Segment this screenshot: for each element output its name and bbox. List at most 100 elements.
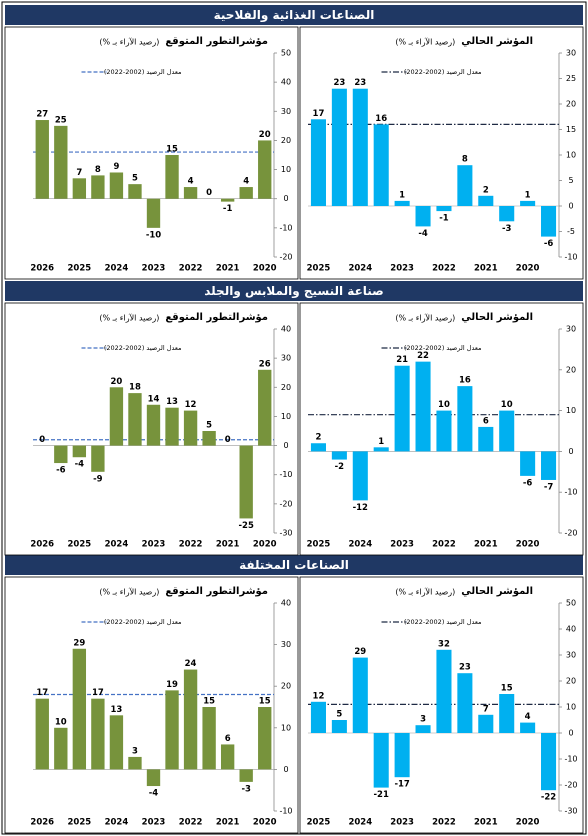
bar bbox=[415, 725, 431, 733]
x-tick-label: 2024 bbox=[105, 818, 129, 828]
bar bbox=[499, 694, 515, 733]
bar bbox=[331, 88, 347, 206]
bar bbox=[183, 669, 198, 770]
x-tick-label: 2025 bbox=[307, 264, 331, 274]
value-label: 24 bbox=[185, 659, 197, 669]
y-tick-label: 0 bbox=[568, 729, 573, 738]
value-label: 16 bbox=[375, 114, 387, 124]
chart-title: المؤشر الحالي bbox=[461, 586, 533, 597]
section-title: صناعة النسيج والملابس والجلد bbox=[204, 284, 384, 299]
y-tick-label: 10 bbox=[281, 412, 291, 421]
value-label: 23 bbox=[459, 663, 471, 673]
value-label: 15 bbox=[203, 697, 215, 707]
value-label: -21 bbox=[374, 790, 389, 800]
value-label: 15 bbox=[166, 145, 178, 155]
y-tick-label: -10 bbox=[564, 488, 577, 497]
value-label: 6 bbox=[483, 416, 489, 426]
y-tick-label: 20 bbox=[566, 100, 576, 109]
bar bbox=[239, 769, 253, 782]
x-tick-label: 2025 bbox=[68, 540, 92, 550]
value-label: 25 bbox=[55, 115, 67, 125]
value-label: 12 bbox=[313, 691, 325, 701]
chart-title: مؤشرالتطور المتوقع bbox=[165, 312, 268, 323]
value-label: -25 bbox=[239, 521, 254, 531]
bar bbox=[520, 722, 536, 733]
x-tick-label: 2024 bbox=[105, 264, 129, 274]
chart-title: المؤشر الحالي bbox=[461, 36, 533, 47]
chart-subtitle: (رصيد الآراء بـ %) bbox=[99, 587, 159, 597]
bar bbox=[352, 657, 368, 733]
value-label: -10 bbox=[146, 230, 161, 240]
value-label: -3 bbox=[241, 784, 251, 794]
legend-label: معدل الرصيد (2002-2022) bbox=[404, 618, 482, 626]
y-tick-label: 40 bbox=[281, 78, 291, 87]
x-tick-label: 2020 bbox=[253, 264, 277, 274]
value-label: 8 bbox=[462, 155, 468, 165]
x-tick-label: 2023 bbox=[390, 264, 414, 274]
x-tick-label: 2020 bbox=[516, 818, 540, 828]
y-tick-label: 0 bbox=[283, 765, 288, 774]
y-tick-label: 40 bbox=[566, 625, 576, 634]
value-label: -6 bbox=[56, 466, 66, 476]
y-tick-label: -20 bbox=[564, 781, 577, 790]
bar bbox=[520, 451, 536, 476]
value-label: -22 bbox=[541, 793, 556, 803]
y-tick-label: 50 bbox=[281, 49, 291, 58]
y-tick-label: 20 bbox=[281, 136, 291, 145]
bar bbox=[478, 195, 494, 206]
value-label: 17 bbox=[92, 688, 104, 698]
x-tick-label: 2021 bbox=[216, 818, 240, 828]
y-tick-label: 0 bbox=[568, 202, 573, 211]
bar bbox=[146, 198, 161, 228]
bar bbox=[258, 369, 272, 446]
chart-subtitle: (رصيد الآراء بـ %) bbox=[99, 37, 159, 47]
value-label: 5 bbox=[132, 174, 138, 184]
y-tick-label: 20 bbox=[281, 682, 291, 691]
y-tick-label: 30 bbox=[566, 325, 576, 334]
bar bbox=[202, 431, 216, 446]
bar bbox=[310, 701, 326, 733]
x-tick-label: 2022 bbox=[179, 264, 203, 274]
x-tick-label: 2023 bbox=[390, 540, 414, 550]
value-label: 15 bbox=[501, 684, 513, 694]
bar bbox=[310, 119, 326, 206]
bar bbox=[310, 443, 326, 452]
x-tick-label: 2021 bbox=[474, 818, 498, 828]
y-tick-label: -20 bbox=[279, 499, 292, 508]
y-tick-label: 0 bbox=[283, 194, 288, 203]
y-tick-label: 25 bbox=[566, 74, 576, 83]
y-tick-label: 10 bbox=[566, 703, 576, 712]
value-label: -2 bbox=[335, 462, 345, 472]
legend-label: معدل الرصيد (2002-2022) bbox=[404, 68, 482, 76]
value-label: 2 bbox=[315, 433, 321, 443]
section-header bbox=[5, 281, 583, 301]
section-header bbox=[5, 555, 583, 575]
y-tick-label: -20 bbox=[279, 253, 292, 262]
bar bbox=[457, 386, 473, 452]
section-header bbox=[5, 5, 583, 25]
bar bbox=[202, 707, 216, 770]
bar bbox=[72, 178, 87, 199]
value-label: 17 bbox=[313, 109, 325, 119]
chart-subtitle: (رصيد الآراء بـ %) bbox=[395, 37, 455, 47]
value-label: 5 bbox=[206, 421, 212, 431]
x-tick-label: 2021 bbox=[216, 540, 240, 550]
value-label: -1 bbox=[223, 204, 233, 214]
bar bbox=[239, 445, 253, 519]
value-label: 19 bbox=[166, 680, 178, 690]
y-tick-label: -30 bbox=[564, 807, 577, 816]
y-tick-label: -10 bbox=[564, 755, 577, 764]
bar bbox=[128, 184, 142, 199]
bar bbox=[183, 410, 198, 446]
value-label: -1 bbox=[439, 214, 449, 224]
bar bbox=[72, 445, 87, 458]
bar bbox=[128, 393, 142, 446]
value-label: 10 bbox=[438, 400, 450, 410]
value-label: 12 bbox=[185, 400, 197, 410]
x-tick-label: 2023 bbox=[390, 818, 414, 828]
x-tick-label: 2023 bbox=[142, 818, 166, 828]
value-label: 10 bbox=[501, 400, 513, 410]
value-label: 23 bbox=[333, 78, 345, 88]
value-label: 7 bbox=[483, 704, 489, 714]
x-tick-label: 2020 bbox=[516, 264, 540, 274]
